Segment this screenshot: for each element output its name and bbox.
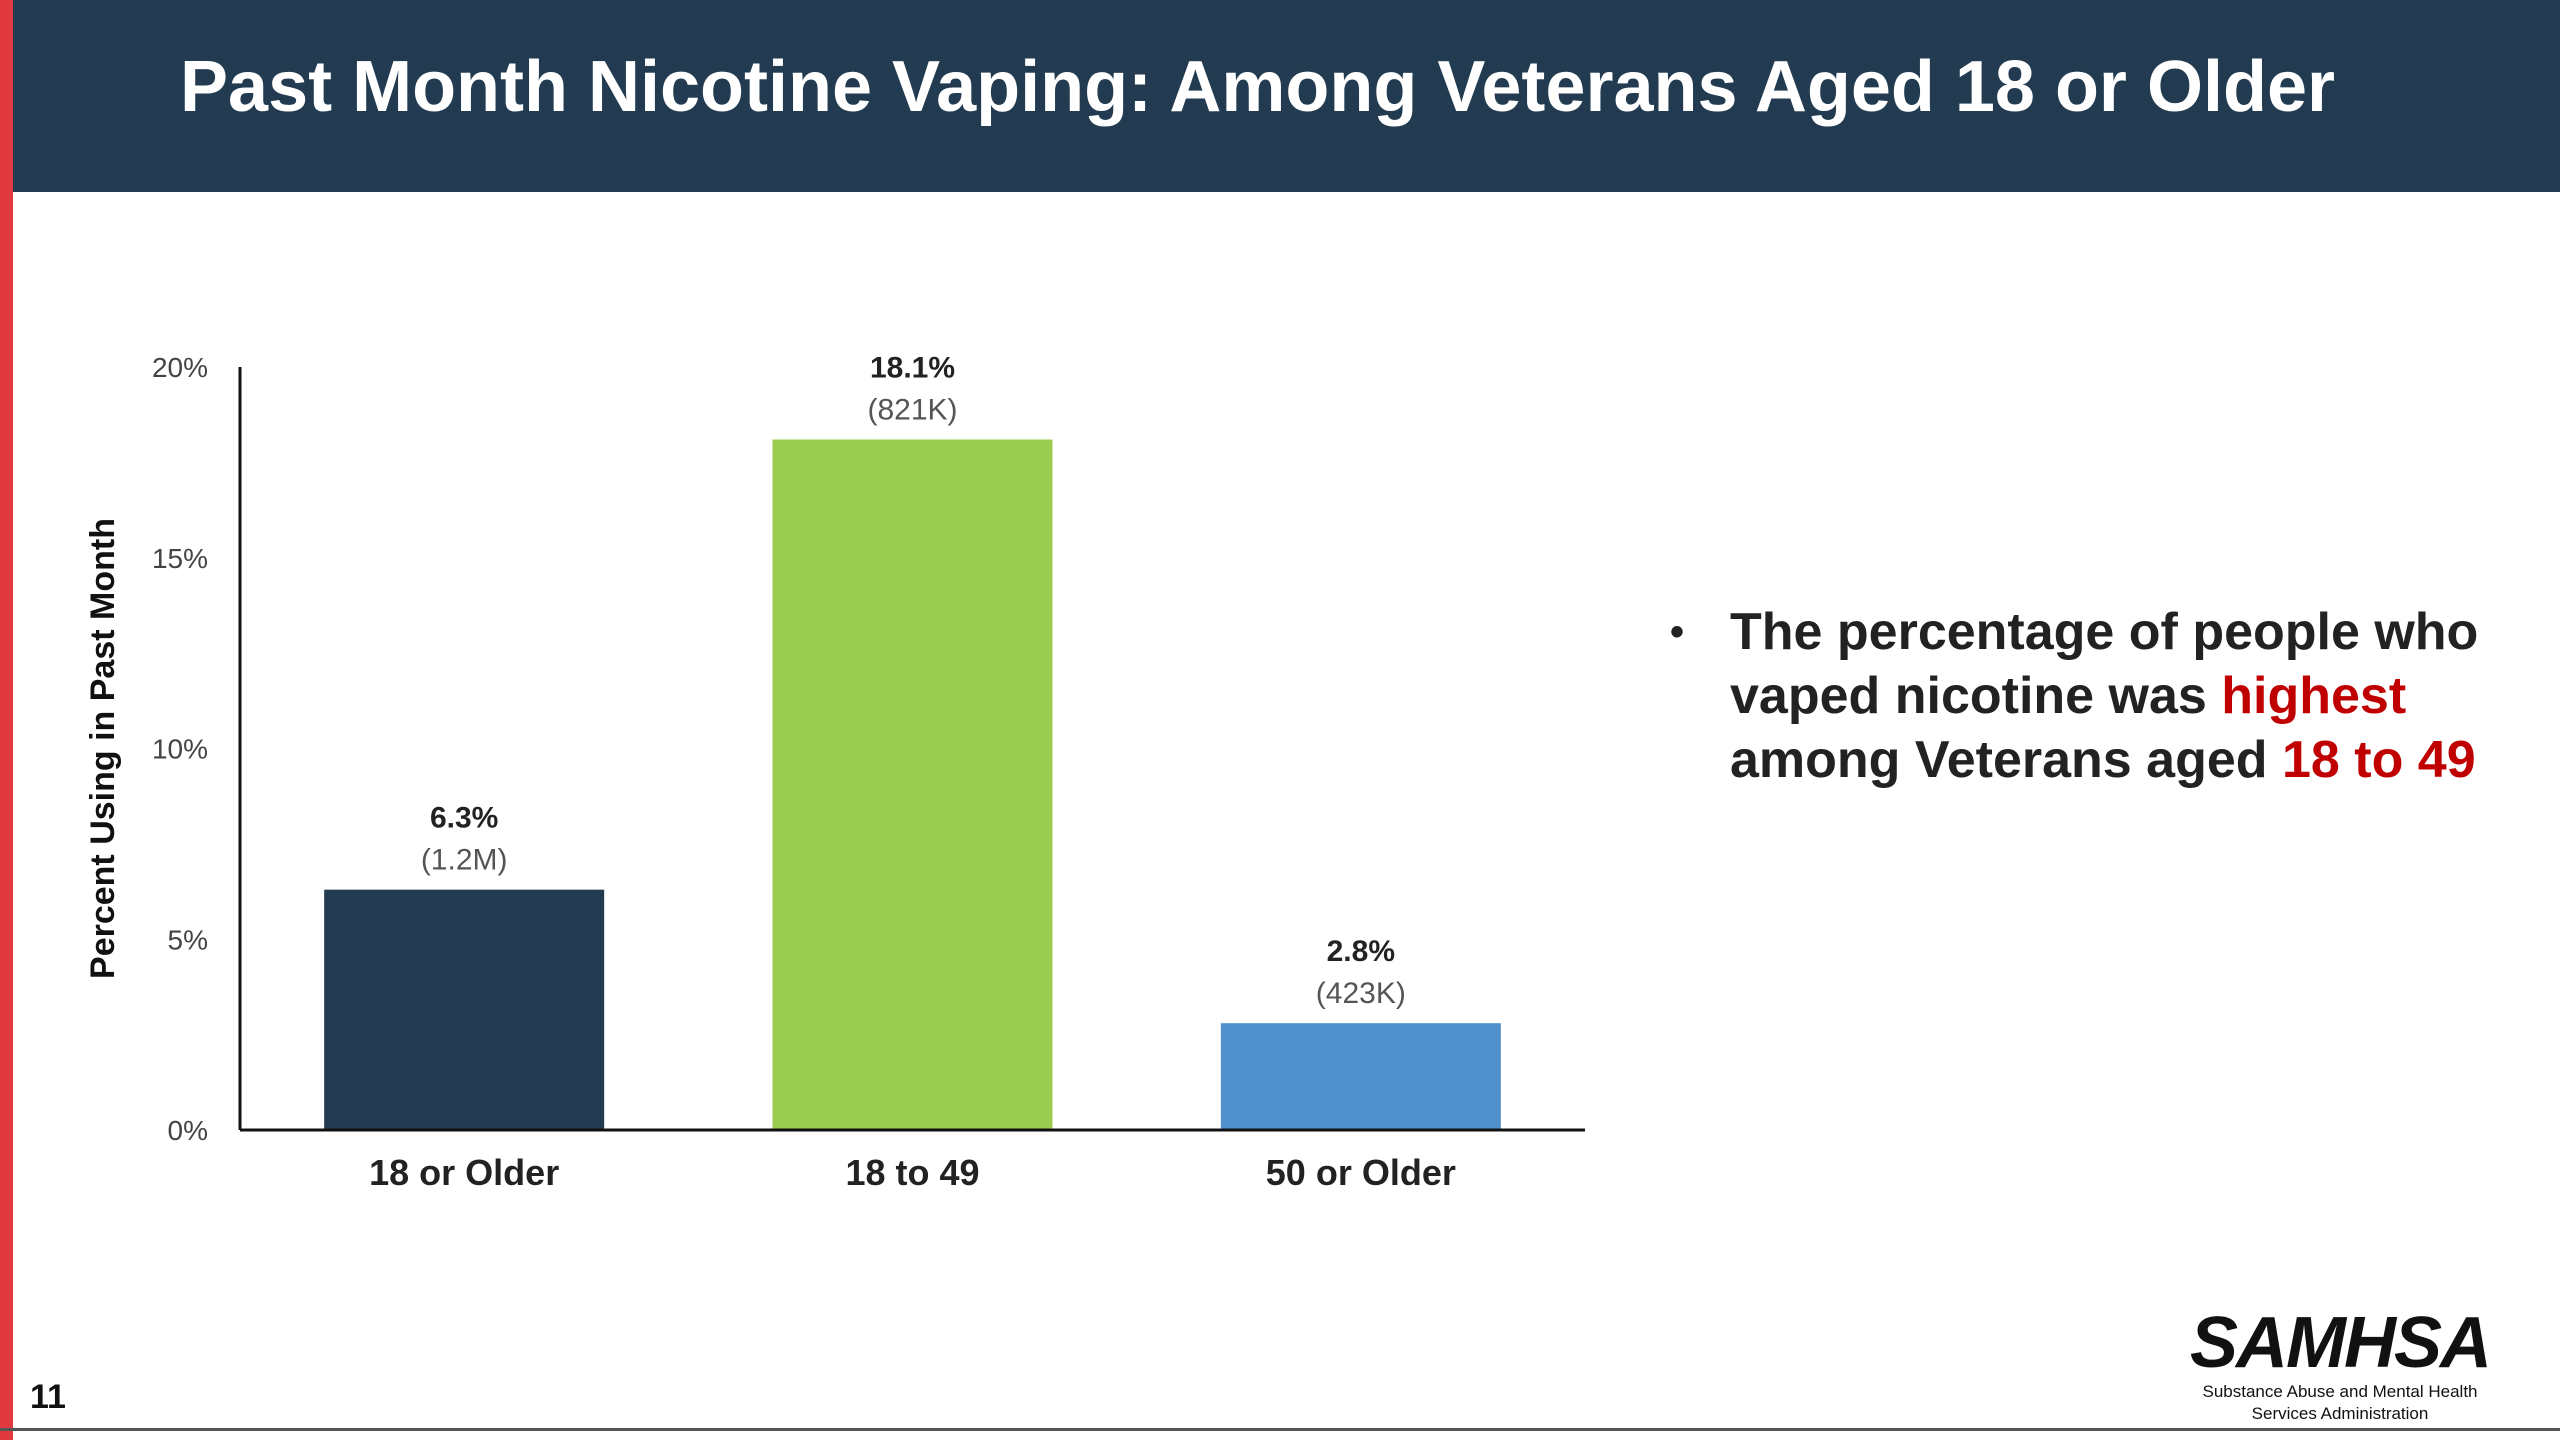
y-tick-label: 20%: [152, 352, 208, 383]
bullet-text-middle: among Veterans aged: [1730, 731, 2282, 789]
data-label-count: (423K): [1316, 977, 1406, 1010]
x-tick-label: 18 or Older: [369, 1152, 559, 1193]
bullet-highlight-age: 18 to 49: [2281, 731, 2476, 789]
slide-title: Past Month Nicotine Vaping: Among Vetera…: [180, 47, 2336, 127]
y-tick-label: 5%: [168, 924, 208, 955]
bar-2: [772, 439, 1053, 1130]
x-tick-label: 50 or Older: [1266, 1152, 1456, 1193]
data-label-value: 2.8%: [1327, 935, 1395, 968]
data-label-count: (1.2M): [421, 844, 508, 877]
samhsa-logo: SAMHSA Substance Abuse and Mental Health…: [2190, 1303, 2492, 1425]
bullet-icon: •: [1670, 610, 1685, 654]
bar-1: [324, 889, 605, 1130]
y-tick-label: 15%: [152, 543, 208, 574]
bullet-highlight-highest: highest: [2221, 667, 2407, 725]
page-number: 11: [30, 1378, 66, 1416]
header-banner: [13, 0, 2560, 192]
y-tick-label: 10%: [152, 734, 208, 765]
data-label-value: 6.3%: [430, 802, 498, 835]
bullet-text: The percentage of people who vaped nicot…: [1730, 600, 2510, 792]
accent-bar: [0, 0, 13, 1440]
bar-3: [1220, 1023, 1501, 1130]
bullet-text-before: The percentage of people who vaped nicot…: [1730, 603, 2479, 725]
logo-wordmark: SAMHSA: [2190, 1303, 2492, 1383]
y-axis-title: Percent Using in Past Month: [84, 518, 122, 979]
logo-subtitle-line1: Substance Abuse and Mental Health: [2202, 1382, 2478, 1401]
bottom-divider: [0, 1428, 2560, 1431]
x-tick-label: 18 to 49: [845, 1152, 979, 1193]
data-label-value: 18.1%: [870, 351, 955, 384]
data-label-count: (821K): [867, 393, 957, 426]
y-tick-label: 0%: [168, 1115, 208, 1146]
logo-subtitle-line2: Services Administration: [2251, 1404, 2429, 1423]
